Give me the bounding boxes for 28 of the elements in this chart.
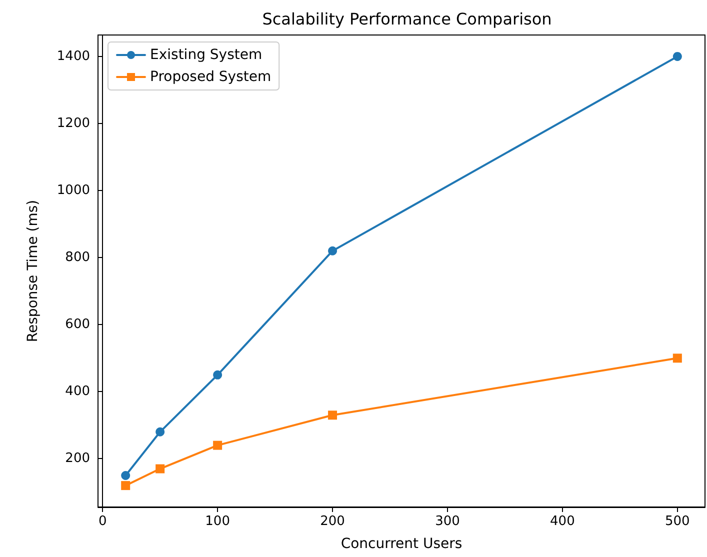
y-tick-label: 1400 [56,48,90,64]
point [121,470,130,480]
x-tick-label: 100 [205,514,230,529]
legend-label: Proposed System [150,69,272,85]
point [328,410,338,420]
point [328,246,338,256]
point [672,52,682,61]
point [121,481,130,490]
x-tick-label: 200 [320,514,345,529]
x-tick-label: 400 [550,514,575,529]
x-tick-label: 500 [664,514,690,529]
x-tick-label: 0 [98,514,107,529]
y-tick-label: 800 [65,250,90,266]
y-tick-label: 600 [65,317,90,332]
point [213,370,222,380]
y-axis-title: Response Time (ms) [25,200,41,342]
chart-title: Scalability Performance Comparison [262,10,552,28]
y-tick-label: 400 [65,384,90,400]
x-tick-label: 300 [435,514,460,529]
point [213,440,222,450]
point [672,354,682,363]
x-axis-title: Concurrent Users [340,536,462,552]
point [156,464,165,474]
legend-label: Existing System [150,47,262,63]
y-tick-label: 1200 [56,116,90,131]
point [156,427,165,436]
y-tick-label: 200 [65,451,90,466]
y-tick-label: 1000 [56,183,90,198]
